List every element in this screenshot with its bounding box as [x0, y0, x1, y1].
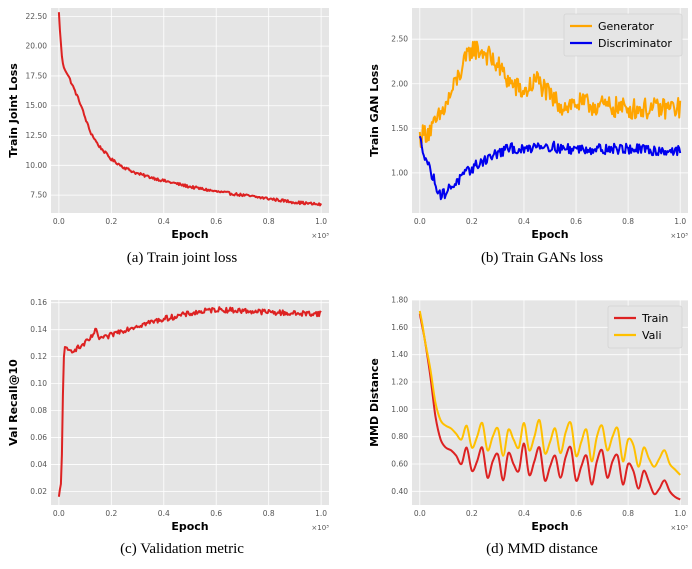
x-axis-multiplier: ×10³: [670, 232, 688, 240]
series-line-main: [57, 12, 322, 207]
x-tick-label: 0.0: [53, 217, 65, 226]
y-tick-label: 12.50: [26, 131, 48, 140]
x-tick-label: 0.8: [622, 217, 634, 226]
y-tick-label: 17.50: [26, 71, 48, 80]
y-tick-label: 2.50: [391, 35, 408, 44]
y-tick-label: 0.60: [391, 460, 408, 469]
legend: Train Vali: [607, 305, 683, 349]
y-tick-label: 0.12: [30, 352, 47, 361]
x-tick-label: 0.2: [466, 217, 478, 226]
y-tick-label: 7.50: [30, 191, 47, 200]
y-tick-label: 0.10: [30, 379, 47, 388]
panel-validation-metric: 0.0 0.2 0.4 0.6 0.8 1.0 0.02 0.04 0.06 0.08 0.10 0.…: [7, 298, 329, 557]
x-tick-label: 0.0: [414, 509, 426, 518]
panel-caption: (b) Train GANs loss: [481, 250, 603, 266]
panel-caption: (a) Train joint loss: [127, 250, 238, 266]
x-tick-label: 1.0: [674, 217, 686, 226]
y-tick-label: 0.40: [391, 487, 408, 496]
legend-box: [563, 13, 683, 57]
panel-mmd-distance: 0.0 0.2 0.4 0.6 0.8 1.0 0.40 0.60 0.80 1.00 1.20 1.…: [368, 296, 688, 558]
x-tick-label: 0.6: [570, 217, 582, 226]
y-tick-label: 0.02: [30, 487, 47, 496]
legend-label: Vali: [642, 329, 662, 342]
x-tick-label: 0.4: [518, 509, 530, 518]
x-tick-label: 0.8: [263, 217, 275, 226]
x-tick-label: 0.6: [210, 509, 222, 518]
y-tick-label: 1.00: [391, 168, 408, 177]
x-axis-label: Epoch: [171, 228, 208, 241]
panel-train-gan-loss: 0.0 0.2 0.4 0.6 0.8 1.0 1.00 1.50 2.00 2.50 Genera…: [368, 8, 688, 266]
y-tick-label: 0.08: [30, 406, 47, 415]
y-tick-label: 2.00: [391, 79, 408, 88]
y-tick-label: 15.00: [26, 101, 48, 110]
y-tick-label: 1.60: [391, 323, 408, 332]
x-axis-multiplier: ×10³: [311, 524, 329, 532]
x-tick-label: 0.4: [158, 217, 170, 226]
x-axis-label: Epoch: [531, 228, 568, 241]
x-tick-label: 0.8: [622, 509, 634, 518]
y-axis-label: Train GAN Loss: [368, 64, 381, 157]
series-line-vali: [418, 310, 681, 476]
y-tick-label: 20.00: [26, 42, 48, 51]
series-line-main: [57, 306, 322, 497]
x-tick-label: 0.4: [518, 217, 530, 226]
x-tick-label: 0.2: [466, 509, 478, 518]
y-tick-label: 1.50: [391, 124, 408, 133]
y-tick-label: 0.06: [30, 433, 47, 442]
y-tick-label: 1.20: [391, 378, 408, 387]
panel-caption: (d) MMD distance: [486, 541, 598, 557]
y-tick-label: 22.50: [26, 12, 48, 21]
x-axis-multiplier: ×10³: [311, 232, 329, 240]
y-tick-label: 0.80: [391, 432, 408, 441]
plot-area: [51, 8, 329, 213]
y-tick-label: 10.00: [26, 161, 48, 170]
x-tick-label: 1.0: [315, 217, 327, 226]
x-tick-label: 0.0: [414, 217, 426, 226]
panel-caption: (c) Validation metric: [120, 541, 244, 557]
panel-train-joint-loss: 0.0 0.2 0.4 0.6 0.8 1.0 7.50 10.00 12.50 15.00 17.…: [7, 8, 329, 266]
y-tick-label: 1.80: [391, 296, 408, 305]
x-axis-label: Epoch: [171, 520, 208, 533]
plot-area: [51, 300, 329, 505]
x-tick-label: 0.0: [53, 509, 65, 518]
legend-box: [607, 305, 683, 349]
y-axis-label: Val Recall@10: [7, 359, 20, 446]
x-tick-label: 1.0: [315, 509, 327, 518]
x-tick-label: 0.2: [105, 509, 117, 518]
y-tick-label: 0.16: [30, 298, 47, 307]
legend-label: Generator: [598, 20, 654, 33]
y-axis-label: MMD Distance: [368, 358, 381, 447]
x-axis-label: Epoch: [531, 520, 568, 533]
legend: Generator Discriminator: [563, 13, 683, 57]
y-tick-label: 0.14: [30, 325, 47, 334]
series-line-generator: [418, 40, 682, 148]
x-tick-label: 0.8: [263, 509, 275, 518]
y-tick-label: 1.00: [391, 405, 408, 414]
x-tick-label: 0.6: [210, 217, 222, 226]
y-axis-label: Train Joint Loss: [7, 63, 20, 158]
y-tick-label: 0.04: [30, 460, 47, 469]
series-line-train: [418, 313, 681, 501]
x-axis-multiplier: ×10³: [670, 524, 688, 532]
x-tick-label: 0.2: [105, 217, 117, 226]
x-tick-label: 1.0: [674, 509, 686, 518]
y-tick-label: 1.40: [391, 350, 408, 359]
series-line-discriminator: [418, 135, 682, 201]
legend-label: Train: [641, 312, 668, 325]
legend-label: Discriminator: [598, 37, 672, 50]
x-tick-label: 0.4: [158, 509, 170, 518]
x-tick-label: 0.6: [570, 509, 582, 518]
